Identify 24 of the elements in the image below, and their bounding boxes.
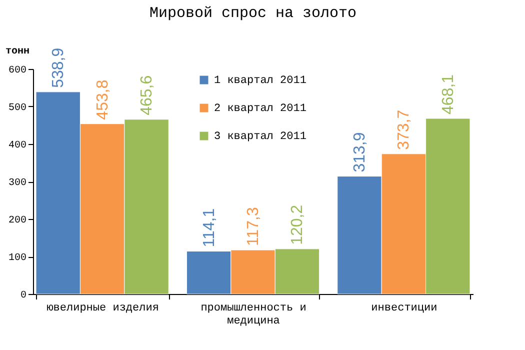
data-label: 114,1	[200, 208, 218, 248]
chart-title: Мировой спрос на золото	[149, 5, 357, 22]
data-label: 465,6	[138, 75, 156, 116]
legend-label: 1 квартал 2011	[214, 75, 307, 87]
data-label: 373,7	[396, 110, 413, 150]
y-tick-label: 100	[8, 253, 26, 264]
x-tick-label: ювелирные изделия	[46, 302, 159, 314]
data-label: 313,9	[351, 132, 368, 172]
legend-label: 2 квартал 2011	[214, 103, 307, 115]
y-axis-title: тонн	[6, 46, 30, 58]
data-label: 117,3	[245, 207, 262, 246]
data-label: 538,9	[50, 48, 68, 88]
data-label: 453,8	[94, 80, 112, 120]
data-label: 468,1	[440, 74, 457, 114]
x-tick-label: промышленность и медицина	[200, 302, 306, 328]
y-tick-label: 600	[8, 66, 26, 76]
y-tick-label: 500	[8, 103, 26, 114]
legend-label: 3 квартал 2011	[214, 131, 307, 143]
y-tick-label: 200	[8, 216, 26, 226]
x-tick-label: инвестиции	[371, 302, 438, 314]
y-tick-label: 0	[20, 290, 26, 302]
data-label: 120,2	[289, 204, 306, 245]
y-tick-label: 300	[8, 178, 26, 189]
y-tick-label: 400	[8, 140, 26, 152]
